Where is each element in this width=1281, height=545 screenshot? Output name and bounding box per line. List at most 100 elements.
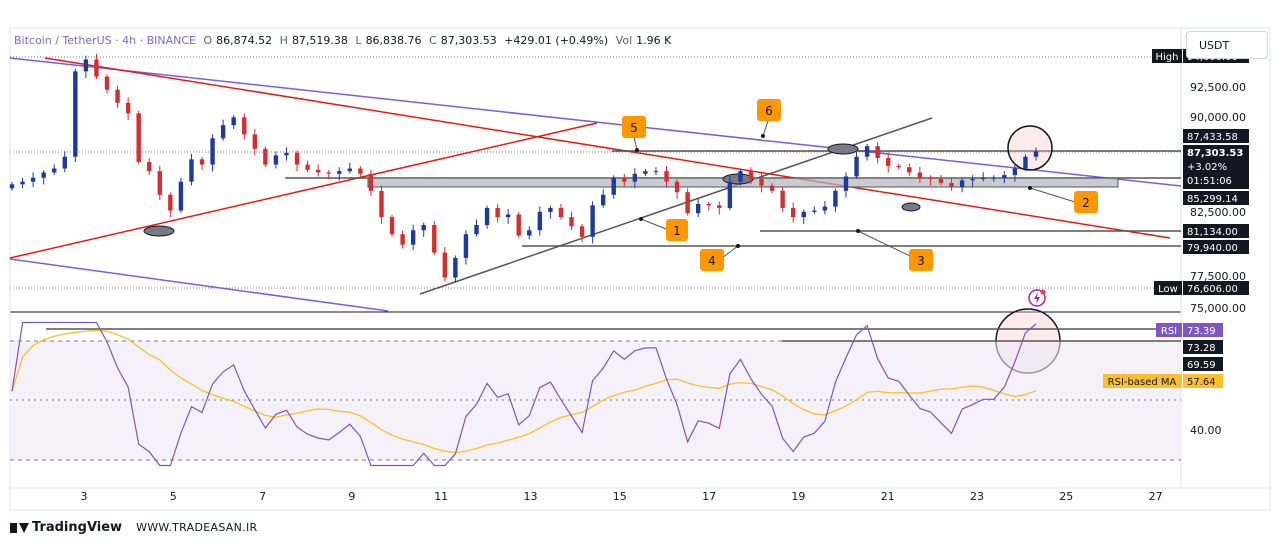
tradingview-brand: TradingView	[32, 520, 123, 535]
badge-6-leader	[762, 120, 769, 137]
candle-body	[147, 161, 152, 172]
candle-body	[368, 173, 374, 191]
svg-text:RSI-based MA: RSI-based MA	[1108, 377, 1177, 388]
candle-body	[875, 146, 880, 159]
svg-text:73.28: 73.28	[1187, 343, 1216, 354]
candle-body	[252, 134, 258, 149]
site-url: WWW.TRADEASAN.IR	[136, 521, 258, 534]
candle-body	[569, 217, 574, 227]
tag-last-price: 87,303.53 +3.02% 01:51:06	[1183, 145, 1249, 189]
x-tick-label: 3	[81, 490, 88, 503]
x-tick-label: 25	[1059, 490, 1073, 503]
candle-body	[168, 194, 173, 211]
x-tick-label: 11	[434, 490, 448, 503]
tradingview-logo[interactable]: TradingView	[10, 520, 122, 535]
candle-body	[516, 214, 521, 236]
svg-text:6: 6	[765, 104, 773, 118]
candle-body	[189, 159, 194, 182]
candle-body	[970, 179, 975, 181]
svg-text:69.59: 69.59	[1187, 360, 1216, 371]
svg-text:4: 4	[708, 254, 716, 268]
candle-body	[1012, 168, 1018, 176]
candle-body	[674, 181, 680, 193]
candle-body	[484, 207, 490, 226]
alert-icon[interactable]	[1028, 289, 1046, 307]
badge-3-anchor	[856, 229, 860, 233]
x-tick-label: 17	[702, 490, 716, 503]
badge-5-leader	[633, 136, 638, 151]
candle-body	[463, 234, 469, 258]
candle-body	[294, 152, 300, 165]
channel-upper-line	[9, 57, 1182, 187]
x-tick-label: 9	[348, 490, 355, 503]
svg-text:3: 3	[917, 254, 925, 268]
badge-1-leader	[640, 218, 667, 230]
tag-rsi-7328: 73.28	[1183, 340, 1223, 354]
candle-body	[284, 152, 289, 156]
candle-body	[157, 171, 162, 195]
svg-text:87,433.58: 87,433.58	[1187, 132, 1238, 143]
tag-rsi: RSI 73.39	[1156, 323, 1223, 337]
candle-body	[62, 156, 67, 169]
candle-body	[611, 177, 616, 195]
badge-4-leader	[721, 245, 739, 259]
badge-3: 3	[909, 249, 933, 271]
candle-body	[1002, 175, 1007, 178]
candle-body	[358, 168, 363, 174]
price-label-90000: 90,000.00	[1190, 111, 1246, 124]
svg-text:Low: Low	[1158, 284, 1178, 295]
candle-body	[94, 59, 99, 77]
candle-body	[991, 177, 996, 179]
time-axis: 3 5 7 9 11 13 15 17 19 21 23 25 27	[81, 490, 1163, 503]
badge-1: 1	[666, 219, 688, 241]
svg-text:1: 1	[673, 224, 681, 238]
candle-body	[52, 168, 57, 173]
highlight-circle-price	[1007, 125, 1053, 171]
candle-body	[537, 211, 543, 231]
chart-frame	[9, 27, 1271, 511]
candle-body	[104, 76, 110, 90]
candle-body	[917, 172, 923, 178]
candle-body	[738, 171, 743, 182]
candle-body	[685, 192, 690, 214]
svg-text:High: High	[1156, 52, 1179, 63]
candles	[9, 54, 1039, 283]
price-label-92500: 92,500.00	[1190, 81, 1246, 94]
high-label: H	[279, 34, 288, 47]
candle-body	[30, 177, 36, 182]
price-label-75000: 75,000.00	[1190, 302, 1246, 315]
red-support-line	[9, 122, 598, 259]
candle-body	[263, 148, 268, 165]
candle-body	[959, 180, 965, 187]
candle-body	[854, 156, 859, 177]
x-tick-label: 19	[791, 490, 805, 503]
vol-label: Vol	[615, 34, 633, 47]
svg-text:87,303.53: 87,303.53	[1187, 148, 1243, 159]
red-resistance-line	[44, 57, 1171, 239]
marker-ellipse-2	[722, 173, 754, 185]
candle-body	[769, 185, 775, 191]
svg-text:RSI: RSI	[1161, 326, 1177, 337]
candle-body	[527, 230, 532, 236]
candle-body	[600, 194, 606, 206]
open-value: 86,874.52	[216, 34, 273, 47]
candle-body	[73, 71, 78, 157]
candle-body	[822, 206, 828, 211]
candle-body	[453, 257, 458, 278]
candle-body	[136, 113, 141, 162]
x-tick-label: 13	[524, 490, 538, 503]
candle-body	[400, 234, 405, 245]
marker-ellipse-1	[143, 225, 175, 237]
x-tick-label: 23	[970, 490, 984, 503]
candle-body	[305, 164, 310, 170]
currency-selector[interactable]: USDT	[1186, 31, 1268, 59]
candle-body	[759, 179, 764, 186]
tag-rsi-6959: 69.59	[1183, 357, 1223, 371]
candle-body	[210, 138, 215, 165]
symbol-name: Bitcoin / TetherUS · 4h · BINANCE	[14, 34, 196, 47]
vol-value: 1.96 K	[636, 34, 672, 47]
candle-body	[9, 184, 15, 189]
svg-text:2: 2	[1082, 196, 1090, 210]
x-tick-label: 7	[259, 490, 266, 503]
